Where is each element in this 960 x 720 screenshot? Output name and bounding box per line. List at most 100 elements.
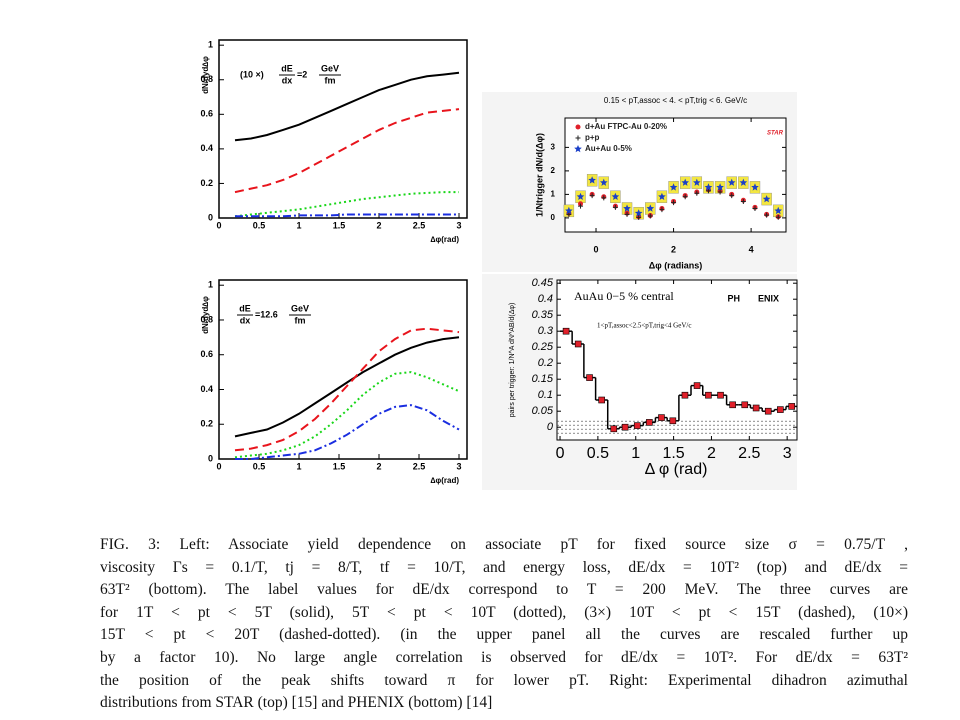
marker — [574, 145, 582, 153]
y-tick-label: 0.1 — [538, 389, 553, 401]
logo: STAR — [767, 131, 784, 137]
marker — [681, 178, 689, 186]
point — [681, 391, 689, 399]
cut-label: 1<pT,assoc<2.5<pT,trig<4 GeV/c — [597, 322, 691, 330]
y-tick-label: 0 — [547, 421, 554, 433]
y-tick-label: 1 — [551, 190, 556, 199]
marker — [636, 214, 642, 220]
curve — [234, 336, 460, 438]
plot-frame — [564, 117, 787, 233]
point — [658, 414, 665, 421]
chart-title: 0.15 < pT,assoc < 4. < pT,trig < 6. GeV/… — [604, 96, 747, 105]
x-tick-label: 0.5 — [253, 220, 266, 230]
annotation: fm — [295, 315, 306, 325]
point — [764, 407, 772, 415]
point — [752, 404, 760, 412]
x-axis-label: Δφ (radians) — [649, 260, 702, 270]
y-tick-label: 0.6 — [200, 349, 213, 359]
y-axis-label: pairs per trigger: 1/N^A dN^AB/d(Δφ) — [509, 303, 516, 418]
annotation: =12.6 — [255, 309, 278, 319]
point — [621, 423, 629, 431]
annotation: dE — [281, 63, 293, 73]
marker — [588, 176, 596, 184]
caption-line: 15T < pt < 20T (dashed-dotted). (in the … — [100, 626, 908, 644]
marker — [704, 183, 713, 191]
x-tick-label: 1.5 — [333, 220, 346, 230]
y-tick-label: 0.35 — [532, 309, 554, 321]
marker — [646, 204, 655, 212]
point — [586, 374, 593, 381]
marker — [575, 135, 581, 141]
x-tick-label: 0 — [216, 220, 221, 230]
marker — [575, 124, 581, 130]
marker — [727, 178, 736, 186]
marker — [566, 211, 572, 217]
marker — [624, 211, 630, 217]
marker — [729, 193, 735, 199]
x-tick-label: 1 — [631, 445, 640, 462]
legend-label: Au+Au 0-5% — [585, 144, 632, 153]
point — [610, 425, 618, 433]
y-tick-label: 2 — [551, 166, 556, 175]
marker — [601, 195, 607, 201]
marker — [576, 192, 585, 200]
legend-label: p+p — [585, 133, 600, 142]
curve — [234, 108, 460, 194]
x-tick-label: 0.5 — [253, 461, 266, 471]
curve — [234, 191, 459, 218]
caption-line: by a factor 10). No large angle correlat… — [100, 648, 908, 666]
x-tick-label: 4 — [749, 244, 754, 254]
point — [646, 419, 653, 426]
annotation: dx — [240, 315, 251, 325]
x-tick-label: 3 — [783, 445, 792, 462]
annotation: =2 — [297, 69, 307, 79]
caption-line: 63T² (bottom). The label values for dE/d… — [100, 581, 908, 599]
x-tick-label: 0 — [594, 244, 599, 254]
x-axis-label: Δ φ (rad) — [645, 461, 708, 478]
caption: FIG. 3: Left: Associate yield dependence… — [100, 534, 908, 715]
plot-frame — [556, 279, 798, 441]
caption-line: for 1T < pt < 5T (solid), 5T < pt < 10T … — [100, 603, 908, 621]
y-tick-label: 0.4 — [200, 384, 213, 394]
marker — [612, 204, 618, 210]
panel-label: AuAu 0−5 % central — [574, 289, 674, 303]
y-tick-label: 0.15 — [532, 373, 554, 385]
marker — [775, 214, 781, 220]
point — [705, 391, 712, 399]
y-axis-label: dN/dyd∆φ — [201, 296, 210, 334]
y-tick-label: 0.05 — [532, 405, 554, 417]
y-tick-label: 0.25 — [532, 341, 554, 353]
y-tick-label: 0.6 — [200, 109, 213, 119]
y-tick-label: 0.4 — [538, 293, 553, 305]
point — [598, 396, 605, 404]
annotation: GeV — [321, 63, 339, 73]
curve — [234, 71, 460, 142]
y-tick-label: 0 — [208, 453, 213, 463]
point — [669, 417, 677, 425]
y-tick-label: 0.2 — [200, 178, 213, 188]
marker — [647, 213, 653, 219]
y-axis-label: 1/Ntrigger dN/d(Δφ) — [534, 133, 544, 217]
x-tick-label: 2 — [671, 244, 676, 254]
x-tick-label: 1.5 — [662, 445, 684, 462]
marker — [671, 200, 677, 206]
x-tick-label: 2.5 — [413, 461, 426, 471]
point — [777, 406, 784, 413]
marker — [752, 205, 758, 211]
y-tick-label: 3 — [551, 142, 556, 151]
marker — [634, 209, 643, 217]
marker — [659, 207, 665, 213]
marker — [717, 189, 723, 195]
plot-frame — [218, 39, 468, 219]
marker — [623, 204, 631, 212]
point — [562, 327, 570, 335]
y-tick-label: 1 — [208, 280, 213, 290]
annotation: dE — [239, 303, 251, 313]
logo: PH — [727, 293, 740, 303]
marker — [658, 192, 666, 200]
marker — [682, 194, 688, 200]
x-axis-label: ∆φ(rad) — [431, 476, 460, 485]
caption-line: distributions from STAR (top) [15] and P… — [100, 694, 493, 712]
